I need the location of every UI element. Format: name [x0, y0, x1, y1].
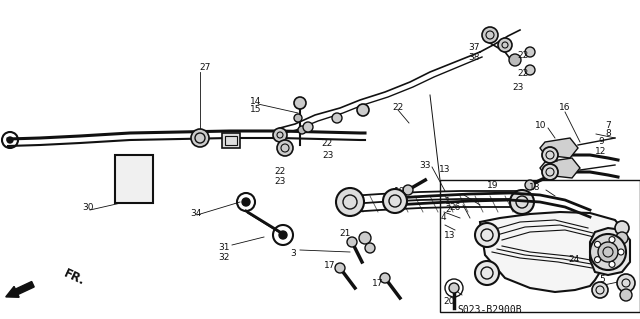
Polygon shape [123, 165, 145, 177]
Circle shape [335, 263, 345, 273]
Circle shape [542, 164, 558, 180]
Circle shape [449, 283, 459, 293]
Circle shape [498, 38, 512, 52]
Circle shape [509, 54, 521, 66]
Circle shape [294, 97, 306, 109]
Circle shape [482, 27, 498, 43]
Text: 23: 23 [323, 151, 333, 160]
Text: 18: 18 [529, 183, 541, 192]
Circle shape [525, 65, 535, 75]
Circle shape [347, 237, 357, 247]
Text: 38: 38 [468, 53, 480, 62]
Polygon shape [480, 212, 625, 292]
Text: 10: 10 [535, 122, 547, 130]
Text: 30: 30 [83, 204, 93, 212]
Text: 37: 37 [468, 43, 480, 53]
Circle shape [191, 129, 209, 147]
Text: 15: 15 [250, 106, 262, 115]
Bar [440, 180, 640, 312]
Text: 19: 19 [487, 181, 499, 189]
Circle shape [542, 147, 558, 163]
Circle shape [616, 232, 628, 244]
Polygon shape [6, 281, 34, 297]
Circle shape [595, 257, 600, 263]
Circle shape [336, 188, 364, 216]
Circle shape [609, 261, 615, 267]
Polygon shape [540, 158, 580, 178]
Circle shape [403, 185, 413, 195]
Circle shape [592, 282, 608, 298]
Text: 31: 31 [218, 243, 230, 253]
Text: 13: 13 [439, 166, 451, 174]
Circle shape [380, 273, 390, 283]
Bar [222, 133, 240, 148]
Circle shape [475, 223, 499, 247]
Circle shape [242, 198, 250, 206]
Text: 2: 2 [445, 205, 451, 214]
Text: 24: 24 [568, 256, 580, 264]
Text: 8: 8 [605, 129, 611, 137]
Text: 9: 9 [598, 137, 604, 146]
Polygon shape [540, 138, 578, 158]
Circle shape [279, 231, 287, 239]
Circle shape [475, 261, 499, 285]
Text: 4: 4 [440, 213, 446, 222]
Text: 34: 34 [190, 209, 202, 218]
Text: 20: 20 [444, 298, 454, 307]
Circle shape [359, 232, 371, 244]
Circle shape [277, 140, 293, 156]
Text: 6: 6 [599, 286, 605, 294]
Text: 5: 5 [599, 276, 605, 285]
Text: 7: 7 [605, 121, 611, 130]
Circle shape [510, 190, 534, 214]
Text: 22: 22 [275, 167, 285, 176]
Text: 17: 17 [324, 261, 336, 270]
Circle shape [365, 243, 375, 253]
Text: FR.: FR. [62, 266, 88, 287]
Polygon shape [119, 159, 149, 199]
Circle shape [590, 234, 626, 270]
Text: 33: 33 [419, 160, 431, 169]
Circle shape [618, 249, 624, 255]
Text: 16: 16 [559, 103, 571, 113]
Text: 17: 17 [372, 279, 384, 288]
Text: 27: 27 [199, 63, 211, 71]
Circle shape [609, 237, 615, 243]
Circle shape [525, 180, 535, 190]
Text: 14: 14 [250, 98, 262, 107]
Text: 23: 23 [512, 84, 524, 93]
Circle shape [7, 137, 13, 143]
Text: 32: 32 [218, 254, 230, 263]
Circle shape [595, 241, 600, 247]
Text: S023-B2900B: S023-B2900B [458, 305, 522, 315]
Circle shape [615, 221, 629, 235]
Text: 12: 12 [595, 147, 607, 157]
Circle shape [383, 189, 407, 213]
Text: 21: 21 [339, 229, 351, 239]
Circle shape [298, 126, 306, 134]
Text: 3: 3 [290, 249, 296, 257]
Circle shape [617, 274, 635, 292]
Text: 22: 22 [517, 69, 529, 78]
Circle shape [525, 47, 535, 57]
Circle shape [620, 289, 632, 301]
Text: 23: 23 [275, 177, 285, 187]
Circle shape [357, 104, 369, 116]
Text: 11: 11 [548, 154, 560, 164]
Text: 13: 13 [444, 232, 456, 241]
Text: 1: 1 [445, 197, 451, 206]
Circle shape [294, 114, 302, 122]
Circle shape [273, 128, 287, 142]
Circle shape [332, 113, 342, 123]
Bar [115, 155, 153, 203]
Text: 26: 26 [449, 204, 461, 212]
Polygon shape [590, 228, 630, 275]
Text: 22: 22 [321, 139, 333, 149]
Circle shape [598, 242, 618, 262]
Text: 22: 22 [392, 102, 404, 112]
Text: 22: 22 [517, 50, 529, 60]
Text: 19: 19 [394, 188, 406, 197]
Circle shape [303, 122, 313, 132]
Bar [225, 136, 237, 145]
